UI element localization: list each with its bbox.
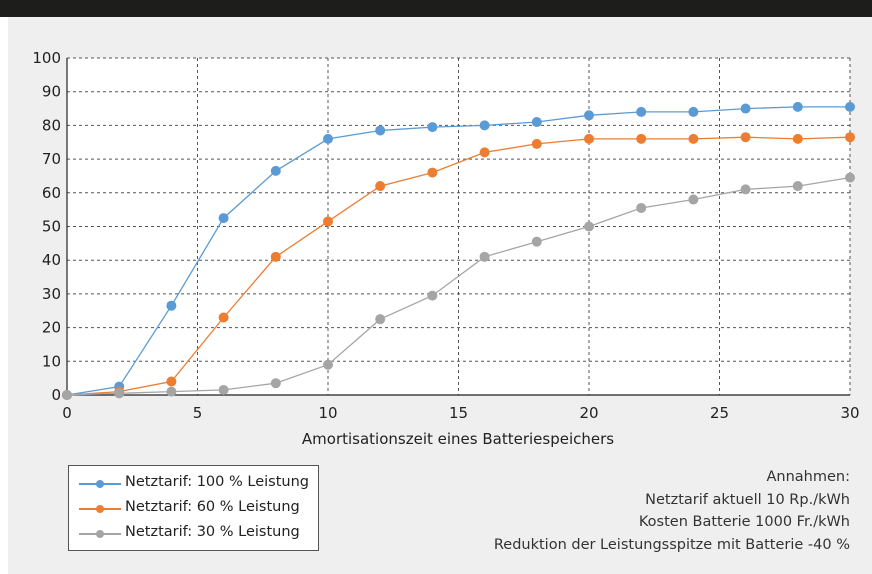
x-tick-label-0: 0: [62, 404, 72, 422]
series-2-point-0: [62, 390, 72, 400]
series-2-point-15: [845, 172, 855, 183]
series-2-point-14: [792, 181, 803, 192]
series-1-point-14: [792, 133, 803, 144]
legend-marker-60: [96, 505, 104, 513]
legend-label-100: Netztarif: 100 % Leistung: [125, 474, 309, 490]
series-2-point-4: [270, 378, 281, 389]
series-1-point-15: [845, 132, 855, 143]
legend-marker-30: [96, 530, 104, 538]
series-0-point-4: [270, 165, 281, 176]
y-tick-label-100: 100: [32, 49, 61, 67]
series-1-point-4: [270, 251, 281, 262]
series-2-point-11: [636, 202, 647, 213]
series-0-point-15: [845, 101, 855, 112]
series-2-point-12: [688, 194, 699, 205]
x-tick-label-20: 20: [579, 404, 598, 422]
series-0-point-12: [688, 106, 699, 117]
series-0-point-6: [375, 125, 386, 136]
y-tick-label-20: 20: [42, 319, 61, 337]
series-0-point-11: [636, 106, 647, 117]
legend-marker-100: [96, 480, 104, 488]
notes-line-peak-reduction: Reduktion der Leistungsspitze mit Batter…: [493, 536, 850, 553]
y-tick-label-0: 0: [51, 386, 61, 404]
series-line-1: [66, 136, 851, 396]
y-tick-label-10: 10: [42, 352, 61, 370]
series-2-point-6: [375, 314, 386, 325]
x-tick-label-10: 10: [318, 404, 337, 422]
series-1-point-5: [323, 216, 333, 227]
x-tick-label-30: 30: [840, 404, 859, 422]
series-line-2: [66, 176, 851, 396]
series-group: [62, 101, 855, 400]
y-tick-label-30: 30: [42, 285, 61, 303]
series-1-point-11: [636, 133, 647, 144]
legend-item-60: Netztarif: 60 % Leistung: [69, 497, 318, 521]
series-0-point-5: [323, 133, 333, 144]
series-1-point-6: [375, 181, 386, 192]
series-2-point-3: [218, 384, 229, 395]
series-1-point-10: [584, 133, 594, 144]
x-tick-label-25: 25: [710, 404, 729, 422]
y-tick-label-80: 80: [42, 116, 61, 134]
notes-line-tariff: Netztarif aktuell 10 Rp./kWh: [645, 491, 850, 508]
series-2-point-13: [740, 184, 751, 195]
series-2-point-7: [427, 290, 438, 301]
series-2-point-9: [531, 236, 542, 247]
axes: [66, 58, 850, 396]
series-0-point-14: [792, 101, 803, 112]
series-1-point-13: [740, 132, 751, 143]
y-tick-label-90: 90: [42, 83, 61, 101]
series-0-point-9: [531, 117, 542, 128]
tick-labels: 0 10 20 30 40 50 60 70 80 90 100 0 5 10 15 20 25 30: [32, 49, 859, 422]
legend: Netztarif: 100 % Leistung Netztarif: 60 …: [68, 465, 319, 551]
x-tick-label-15: 15: [449, 404, 468, 422]
series-2-point-5: [323, 359, 333, 370]
y-tick-label-40: 40: [42, 251, 61, 269]
assumptions-notes: Annahmen: Netztarif aktuell 10 Rp./kWh K…: [494, 466, 850, 556]
series-2-point-1: [114, 388, 125, 399]
series-2-point-2: [166, 386, 177, 397]
series-0-point-7: [427, 122, 438, 133]
series-0-point-13: [740, 103, 751, 114]
legend-item-100: Netztarif: 100 % Leistung: [69, 472, 318, 496]
y-tick-label-50: 50: [42, 218, 61, 236]
series-1-point-3: [218, 312, 229, 323]
series-1-point-7: [427, 167, 438, 178]
series-0-point-10: [584, 110, 594, 121]
series-1-point-2: [166, 376, 177, 387]
top-bar: [0, 0, 872, 17]
y-tick-label-70: 70: [42, 150, 61, 168]
notes-title: Annahmen:: [766, 469, 851, 485]
legend-label-60: Netztarif: 60 % Leistung: [125, 499, 300, 515]
series-1-point-8: [479, 147, 490, 158]
series-2-point-10: [584, 221, 594, 232]
legend-item-30: Netztarif: 30 % Leistung: [69, 522, 318, 546]
series-1-point-9: [531, 138, 542, 149]
series-0-point-2: [166, 300, 177, 311]
series-0-point-8: [479, 120, 490, 131]
series-0-point-3: [218, 213, 229, 224]
y-tick-label-60: 60: [42, 184, 61, 202]
x-axis-label: Amortisationszeit eines Batteriespeicher…: [302, 430, 614, 448]
series-line-0: [66, 106, 850, 396]
series-2-point-8: [479, 251, 490, 262]
legend-label-30: Netztarif: 30 % Leistung: [125, 524, 300, 540]
x-tick-label-5: 5: [193, 404, 203, 422]
notes-line-battery-cost: Kosten Batterie 1000 Fr./kWh: [638, 514, 850, 530]
series-1-point-12: [688, 133, 699, 144]
